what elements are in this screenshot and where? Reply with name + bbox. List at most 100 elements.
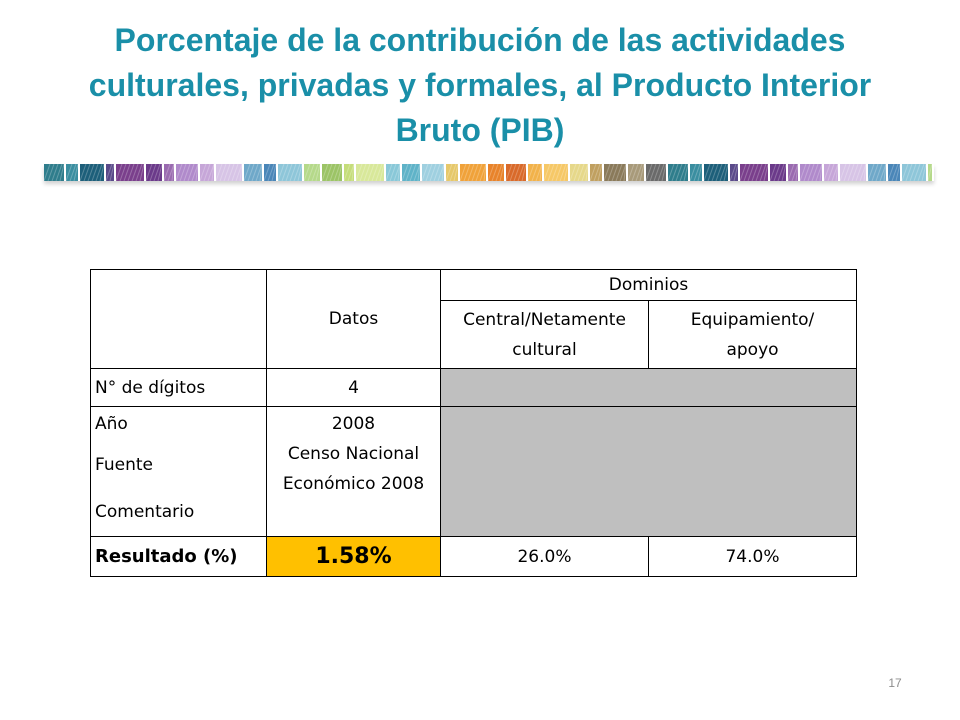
stripe-texture [389, 164, 397, 181]
stripe-texture [475, 164, 483, 181]
stripe-texture [551, 164, 559, 181]
stripe-texture [491, 164, 499, 181]
stripe-texture [843, 164, 851, 181]
stripe-texture [105, 164, 113, 181]
stripe-texture [751, 164, 759, 181]
stripe-texture [905, 164, 913, 181]
stripe-texture [901, 164, 909, 181]
stripe-segment [176, 164, 198, 181]
stripe-segment [668, 164, 688, 181]
stripe-texture [871, 164, 879, 181]
stripe-segment [800, 164, 822, 181]
stripe-segment [770, 164, 786, 181]
stripe-texture [689, 164, 697, 181]
stripe-texture [495, 164, 503, 181]
stripe-texture [247, 164, 255, 181]
stripe-texture [707, 164, 715, 181]
stripe-segment [216, 164, 242, 181]
stripe-texture [623, 164, 627, 181]
stripe-segment [344, 164, 354, 181]
stripe-texture [683, 164, 689, 181]
stripe-texture [703, 164, 711, 181]
stripe-texture [693, 164, 701, 181]
stripe-texture [293, 164, 301, 181]
stripe-texture [819, 164, 823, 181]
stripe-texture [69, 164, 77, 181]
stripe-texture [585, 164, 589, 181]
stripe-texture [675, 164, 683, 181]
stripe-segment [646, 164, 666, 181]
stripe-texture [781, 164, 787, 181]
stripe-segment [106, 164, 114, 181]
stripe-texture [139, 164, 145, 181]
stripe-texture [363, 164, 371, 181]
stripe-texture [277, 164, 285, 181]
stripe-texture [379, 164, 385, 181]
stripe-texture [285, 164, 293, 181]
stripe-texture [851, 164, 859, 181]
stripe-texture [149, 164, 157, 181]
stripe-segment [590, 164, 602, 181]
stripe-texture [421, 164, 429, 181]
stripe-texture [627, 164, 635, 181]
stripe-texture [499, 164, 505, 181]
stripe-segment [200, 164, 214, 181]
stripe-texture [593, 164, 601, 181]
stripe-texture [259, 164, 263, 181]
stripe-segment [788, 164, 798, 181]
stripe-texture [44, 164, 51, 181]
stripe-texture [471, 164, 479, 181]
stripe-texture [887, 164, 895, 181]
stripe-texture [759, 164, 767, 181]
stripe-texture [521, 164, 527, 181]
stripe-texture [243, 164, 251, 181]
stripe-texture [867, 164, 875, 181]
stripe-texture [271, 164, 277, 181]
stripe-texture [811, 164, 819, 181]
stripe-texture [375, 164, 383, 181]
stripe-texture [635, 164, 643, 181]
stripe-texture [145, 164, 153, 181]
stripe-texture [171, 164, 175, 181]
stripe-segment [730, 164, 738, 181]
header-central-line2: cultural [512, 339, 577, 360]
stripe-texture [51, 164, 59, 181]
stripe-texture [799, 164, 807, 181]
stripe-texture [743, 164, 751, 181]
table-row-details: Año Fuente Comentario 2008 Censo Naciona… [90, 406, 857, 537]
stripe-texture [891, 164, 899, 181]
stripe-segment [628, 164, 644, 181]
stripe-texture [787, 164, 795, 181]
stripe-texture [559, 164, 567, 181]
result-equipamiento: 74.0% [648, 536, 857, 577]
stripe-texture [917, 164, 925, 181]
stripe-texture [639, 164, 645, 181]
stripe-texture [337, 164, 343, 181]
stripe-segment [824, 164, 838, 181]
stripe-texture [921, 164, 927, 181]
stripe-texture [859, 164, 867, 181]
header-equipamiento-line1: Equipamiento/ [690, 309, 815, 330]
stripe-texture [815, 164, 823, 181]
stripe-texture [119, 164, 127, 181]
result-percentage: 1.58% [266, 536, 441, 577]
stripe-texture [483, 164, 487, 181]
stripe-texture [99, 164, 105, 181]
stripe-texture [875, 164, 883, 181]
stripe-texture [131, 164, 139, 181]
stripe-texture [433, 164, 441, 181]
page-number: 17 [888, 676, 902, 690]
stripe-segment [402, 164, 420, 181]
row-label-digitos: N° de dígitos [90, 368, 267, 407]
stripe-segment [244, 164, 262, 181]
stripe-segment [460, 164, 486, 181]
stripe-texture [569, 164, 577, 181]
stripe-texture [91, 164, 99, 181]
stripe-texture [437, 164, 445, 181]
stripe-texture [157, 164, 163, 181]
stripe-texture [747, 164, 755, 181]
stripe-segment [322, 164, 342, 181]
stripe-texture [531, 164, 539, 181]
stripe-texture [645, 164, 653, 181]
stripe-texture [597, 164, 603, 181]
